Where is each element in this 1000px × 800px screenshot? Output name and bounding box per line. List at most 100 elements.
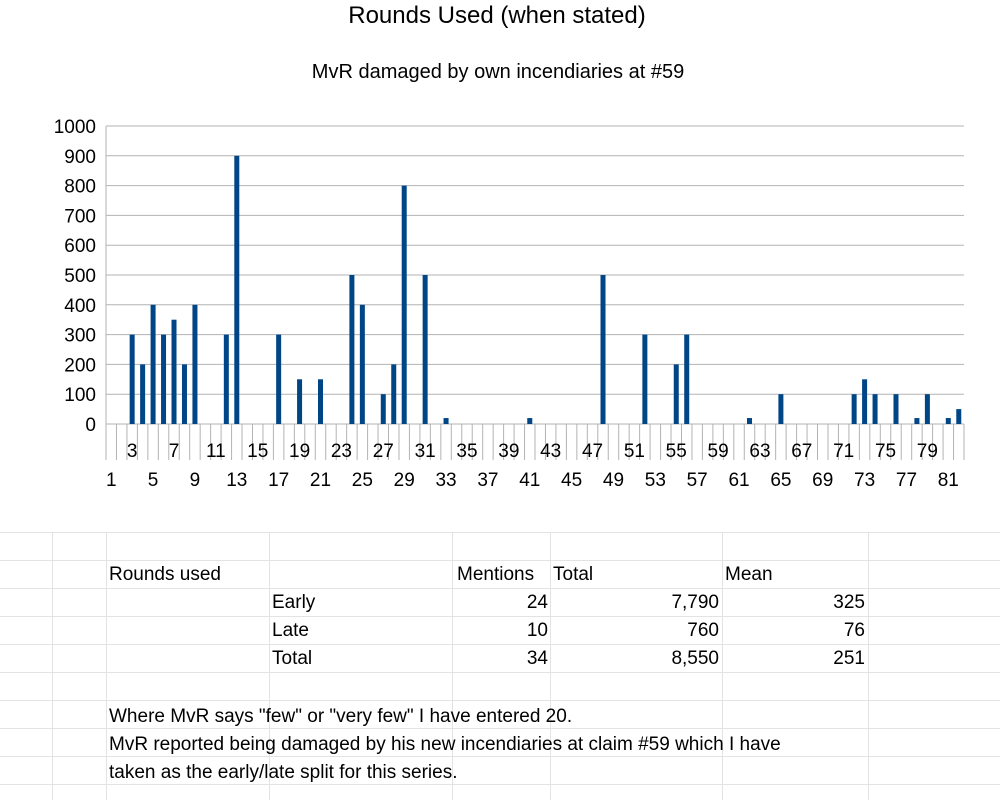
x-tick-label: 33 [435, 470, 456, 491]
bar [747, 418, 752, 424]
bar [924, 394, 930, 424]
row-late-total: 760 [687, 620, 719, 641]
x-tick-label: 3 [127, 441, 138, 462]
row-total-total: 8,550 [671, 648, 719, 669]
x-tick-label: 47 [582, 441, 603, 462]
bar [527, 418, 533, 424]
bar [642, 334, 648, 424]
table-header-mentions: Mentions [457, 564, 535, 585]
row-early-mean: 325 [833, 592, 865, 613]
x-tick-label: 13 [226, 470, 247, 491]
x-tick-label: 19 [289, 441, 310, 462]
row-label-total: Total [272, 648, 313, 669]
row-early-mentions: 24 [526, 592, 548, 613]
y-tick-label: 900 [64, 147, 96, 168]
x-tick-label: 23 [331, 441, 352, 462]
x-tick-label: 43 [540, 441, 561, 462]
note-line-1: Where MvR says "few" or "very few" I hav… [109, 706, 573, 727]
note-line-2: MvR reported being damaged by his new in… [109, 734, 781, 755]
row-early-total: 7,790 [671, 592, 719, 613]
x-tick-label: 11 [206, 441, 226, 462]
bar [349, 275, 355, 424]
bar [684, 334, 690, 424]
x-axis-tick-labels: 3 7 11 15 19 23 27 31 35 39 43 47 51 55 59 63 67 71 75 791 5… [106, 441, 959, 491]
x-tick-label: 69 [812, 470, 833, 491]
y-tick-label: 1000 [54, 117, 96, 138]
x-tick-label: 57 [687, 470, 708, 491]
x-tick-label: 65 [770, 470, 791, 491]
bar [192, 304, 198, 424]
bar [851, 394, 857, 424]
bar [862, 379, 868, 424]
bar [380, 394, 386, 424]
x-tick-label: 37 [477, 470, 498, 491]
x-tick-label: 71 [833, 441, 854, 462]
row-label-late: Late [272, 620, 309, 641]
bar [234, 155, 240, 425]
y-axis-tick-labels: 0 100 200 300 400 500 600 700 800 900 1000 [54, 117, 96, 436]
x-tick-label: 39 [498, 441, 519, 462]
x-tick-label: 15 [247, 441, 268, 462]
y-tick-label: 700 [64, 206, 96, 227]
y-tick-label: 400 [64, 296, 96, 317]
row-late-mentions: 10 [526, 620, 548, 641]
y-tick-label: 300 [64, 326, 96, 347]
row-total-mean: 251 [833, 648, 865, 669]
x-tick-label: 49 [603, 470, 624, 491]
x-tick-label: 67 [791, 441, 812, 462]
bar [181, 364, 187, 424]
x-tick-label: 9 [190, 470, 201, 491]
bar-series [129, 155, 962, 425]
x-tick-label: 21 [310, 470, 331, 491]
x-tick-label: 61 [728, 470, 749, 491]
bar [956, 409, 962, 424]
bar [778, 394, 784, 424]
bar [161, 334, 167, 424]
bar [401, 185, 407, 424]
bar [945, 418, 951, 424]
x-tick-label: 75 [875, 441, 896, 462]
x-tick-label: 5 [148, 470, 159, 491]
x-tick-label: 1 [106, 470, 117, 491]
x-tick-label: 59 [708, 441, 729, 462]
bar [318, 379, 323, 424]
x-tick-label: 53 [645, 470, 666, 491]
x-tick-label: 73 [854, 470, 875, 491]
bar [600, 275, 606, 424]
x-tick-label: 81 [938, 470, 959, 491]
table-header-total: Total [553, 564, 594, 585]
x-tick-label: 31 [415, 441, 436, 462]
x-tick-label: 51 [624, 441, 645, 462]
bar [872, 394, 878, 424]
x-tick-label: 63 [749, 441, 770, 462]
bar [140, 364, 146, 424]
bar [223, 334, 229, 424]
y-tick-label: 800 [64, 177, 96, 198]
bar [914, 418, 920, 424]
x-tick-label: 45 [561, 470, 582, 491]
y-tick-label: 0 [85, 415, 96, 436]
y-tick-label: 500 [64, 266, 96, 287]
bar [276, 334, 282, 424]
bar [422, 275, 428, 424]
row-label-early: Early [272, 592, 316, 613]
x-tick-label: 17 [268, 470, 289, 491]
y-tick-label: 100 [64, 385, 96, 406]
table-header-rounds-used: Rounds used [109, 564, 221, 585]
bar [443, 418, 449, 424]
bar [391, 364, 397, 424]
spreadsheet-area: Rounds used Mentions Total Mean Early 24… [0, 532, 1000, 800]
x-tick-label: 35 [456, 441, 477, 462]
x-tick-label: 79 [917, 441, 938, 462]
chart-subtitle: MvR damaged by own incendiaries at #59 [312, 61, 684, 83]
y-gridlines [105, 125, 965, 460]
y-tick-label: 600 [64, 236, 96, 257]
x-tick-label: 41 [519, 470, 540, 491]
x-tick-label: 25 [352, 470, 373, 491]
x-tick-label: 7 [169, 441, 180, 462]
bar [893, 394, 899, 424]
bar [359, 304, 365, 424]
bar [171, 319, 177, 424]
x-tick-label: 55 [666, 441, 687, 462]
bar [673, 364, 679, 424]
